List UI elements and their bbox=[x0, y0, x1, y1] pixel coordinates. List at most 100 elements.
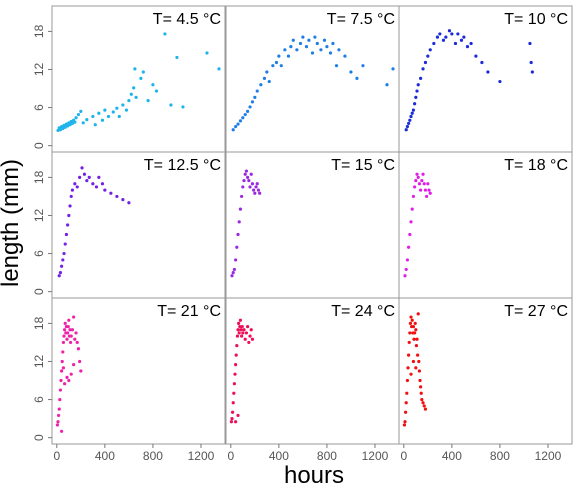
data-point bbox=[56, 128, 60, 133]
data-point bbox=[408, 321, 413, 325]
data-point bbox=[325, 45, 329, 49]
data-point bbox=[428, 191, 432, 195]
data-point bbox=[78, 175, 82, 179]
data-point bbox=[85, 178, 89, 183]
panel-5: T= 15 °C bbox=[225, 151, 400, 299]
data-point bbox=[425, 194, 429, 199]
data-point bbox=[271, 64, 275, 68]
data-point bbox=[61, 258, 65, 262]
data-point bbox=[426, 182, 430, 186]
data-point bbox=[67, 213, 71, 218]
data-point bbox=[69, 334, 73, 338]
data-point bbox=[133, 67, 137, 71]
data-point bbox=[63, 125, 67, 129]
data-point bbox=[421, 67, 425, 71]
data-point bbox=[70, 121, 75, 126]
data-point bbox=[232, 382, 237, 386]
data-point bbox=[423, 407, 428, 411]
data-point bbox=[60, 359, 64, 364]
data-point bbox=[408, 232, 412, 237]
data-point bbox=[127, 201, 131, 205]
data-point bbox=[72, 363, 76, 367]
data-point bbox=[62, 334, 66, 338]
data-point bbox=[69, 340, 73, 345]
data-point bbox=[405, 378, 410, 383]
data-point bbox=[411, 324, 416, 329]
data-point bbox=[315, 41, 319, 46]
data-point bbox=[237, 331, 241, 335]
data-point bbox=[415, 172, 419, 176]
data-point bbox=[486, 70, 490, 74]
data-point bbox=[230, 417, 234, 421]
data-point bbox=[62, 251, 66, 256]
data-point bbox=[404, 410, 408, 414]
data-point bbox=[246, 175, 250, 179]
data-point bbox=[405, 258, 410, 262]
data-point bbox=[413, 102, 417, 106]
data-point bbox=[241, 116, 245, 120]
data-point bbox=[432, 41, 436, 46]
panel-title: T= 7.5 °C bbox=[327, 11, 395, 28]
data-point bbox=[240, 324, 244, 329]
data-point bbox=[241, 185, 245, 189]
data-point bbox=[310, 51, 315, 55]
data-point bbox=[426, 54, 430, 58]
data-point bbox=[234, 353, 238, 357]
data-point bbox=[450, 32, 454, 36]
data-point bbox=[480, 60, 484, 65]
data-point bbox=[301, 35, 305, 39]
x-tick-label: 1200 bbox=[188, 449, 215, 463]
data-point bbox=[57, 413, 61, 418]
data-point bbox=[97, 175, 101, 179]
y-tick-label: 0 bbox=[32, 142, 46, 149]
data-point bbox=[435, 35, 440, 39]
panel-title: T= 4.5 °C bbox=[153, 11, 221, 28]
data-point bbox=[307, 38, 311, 42]
data-point bbox=[240, 334, 244, 338]
data-point bbox=[334, 64, 339, 68]
data-point bbox=[405, 391, 409, 395]
data-point bbox=[337, 48, 341, 52]
data-point bbox=[68, 204, 72, 208]
data-point bbox=[453, 41, 458, 46]
panel-4: 0 6 12 18 T= 12.5 °C bbox=[32, 151, 226, 299]
data-point bbox=[441, 38, 446, 42]
y-tick-label: 0 bbox=[32, 288, 46, 295]
data-point bbox=[304, 45, 309, 49]
data-point bbox=[331, 41, 335, 46]
panel-frame bbox=[51, 151, 226, 299]
data-point bbox=[415, 89, 419, 93]
data-point bbox=[236, 328, 240, 332]
data-point bbox=[248, 334, 252, 338]
data-point bbox=[175, 55, 179, 60]
data-point bbox=[134, 95, 138, 100]
data-point bbox=[385, 83, 389, 87]
data-point bbox=[68, 123, 72, 127]
data-point bbox=[459, 38, 464, 42]
data-point bbox=[67, 318, 71, 322]
data-point bbox=[409, 114, 413, 119]
data-point bbox=[410, 111, 414, 115]
data-point bbox=[82, 172, 87, 176]
data-point bbox=[416, 175, 420, 179]
data-point bbox=[69, 194, 73, 199]
data-point bbox=[267, 79, 271, 84]
data-point bbox=[231, 128, 235, 132]
panel-8: 0 400 800 1200 T= 24 °C bbox=[225, 297, 400, 463]
data-point bbox=[253, 191, 257, 195]
data-point bbox=[235, 344, 239, 348]
data-point bbox=[474, 54, 478, 58]
data-point bbox=[232, 267, 237, 272]
data-point bbox=[121, 198, 125, 202]
panel-title: T= 10 °C bbox=[504, 11, 568, 28]
data-point bbox=[252, 188, 256, 192]
data-point bbox=[283, 48, 287, 52]
data-point bbox=[55, 423, 60, 427]
data-point bbox=[236, 122, 240, 126]
data-point bbox=[85, 118, 89, 122]
panel-frame bbox=[225, 5, 400, 153]
data-point bbox=[78, 359, 82, 364]
panel-3: T= 10 °C bbox=[398, 5, 573, 153]
data-point bbox=[60, 264, 64, 268]
data-point bbox=[465, 45, 470, 49]
